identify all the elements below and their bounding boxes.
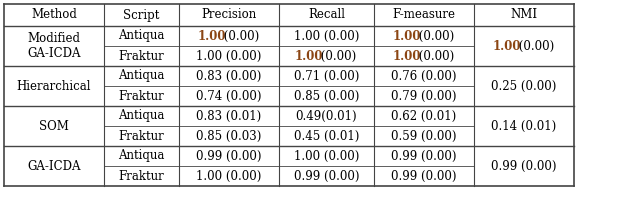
Text: 1.00: 1.00 — [392, 30, 421, 42]
Text: 1.00: 1.00 — [295, 50, 323, 62]
Text: Fraktur: Fraktur — [118, 170, 164, 182]
Text: NMI: NMI — [511, 9, 538, 21]
Text: 0.74 (0.00): 0.74 (0.00) — [196, 89, 262, 103]
Text: Antiqua: Antiqua — [118, 109, 164, 123]
Text: 0.25 (0.00): 0.25 (0.00) — [492, 79, 557, 93]
Text: Precision: Precision — [202, 9, 257, 21]
Text: 1.00 (0.00): 1.00 (0.00) — [196, 50, 262, 62]
Text: Fraktur: Fraktur — [118, 89, 164, 103]
Text: 0.71 (0.00): 0.71 (0.00) — [294, 69, 359, 83]
Text: 0.99 (0.00): 0.99 (0.00) — [492, 160, 557, 172]
Text: 0.83 (0.01): 0.83 (0.01) — [196, 109, 262, 123]
Text: Fraktur: Fraktur — [118, 130, 164, 142]
Text: 0.62 (0.01): 0.62 (0.01) — [392, 109, 456, 123]
Text: Method: Method — [31, 9, 77, 21]
Text: 0.45 (0.01): 0.45 (0.01) — [294, 130, 359, 142]
Text: F-measure: F-measure — [392, 9, 456, 21]
Text: 0.85 (0.03): 0.85 (0.03) — [196, 130, 262, 142]
Text: 0.76 (0.00): 0.76 (0.00) — [391, 69, 457, 83]
Text: Script: Script — [124, 9, 160, 21]
Text: Antiqua: Antiqua — [118, 150, 164, 162]
Text: (0.00): (0.00) — [415, 50, 454, 62]
Text: 0.49(0.01): 0.49(0.01) — [296, 109, 357, 123]
Text: 0.59 (0.00): 0.59 (0.00) — [391, 130, 457, 142]
Text: 0.85 (0.00): 0.85 (0.00) — [294, 89, 359, 103]
Text: Hierarchical: Hierarchical — [17, 79, 92, 93]
Text: (0.00): (0.00) — [220, 30, 259, 42]
Text: 1.00: 1.00 — [493, 40, 521, 52]
Text: 0.99 (0.00): 0.99 (0.00) — [196, 150, 262, 162]
Text: 1.00 (0.00): 1.00 (0.00) — [294, 30, 359, 42]
Text: Antiqua: Antiqua — [118, 30, 164, 42]
Text: 1.00 (0.00): 1.00 (0.00) — [294, 150, 359, 162]
Text: Modified
GA-ICDA: Modified GA-ICDA — [28, 32, 81, 60]
Text: GA-ICDA: GA-ICDA — [28, 160, 81, 172]
Text: (0.00): (0.00) — [515, 40, 554, 52]
Text: 1.00: 1.00 — [392, 50, 421, 62]
Text: 0.83 (0.00): 0.83 (0.00) — [196, 69, 262, 83]
Text: Antiqua: Antiqua — [118, 69, 164, 83]
Text: SOM: SOM — [39, 120, 69, 132]
Text: 0.79 (0.00): 0.79 (0.00) — [391, 89, 457, 103]
Text: 0.99 (0.00): 0.99 (0.00) — [294, 170, 359, 182]
Text: 0.99 (0.00): 0.99 (0.00) — [391, 170, 457, 182]
Text: Fraktur: Fraktur — [118, 50, 164, 62]
Text: Recall: Recall — [308, 9, 345, 21]
Text: 0.99 (0.00): 0.99 (0.00) — [391, 150, 457, 162]
Text: 0.14 (0.01): 0.14 (0.01) — [492, 120, 557, 132]
Text: 1.00: 1.00 — [198, 30, 226, 42]
Text: (0.00): (0.00) — [415, 30, 454, 42]
Text: (0.00): (0.00) — [317, 50, 356, 62]
Text: 1.00 (0.00): 1.00 (0.00) — [196, 170, 262, 182]
